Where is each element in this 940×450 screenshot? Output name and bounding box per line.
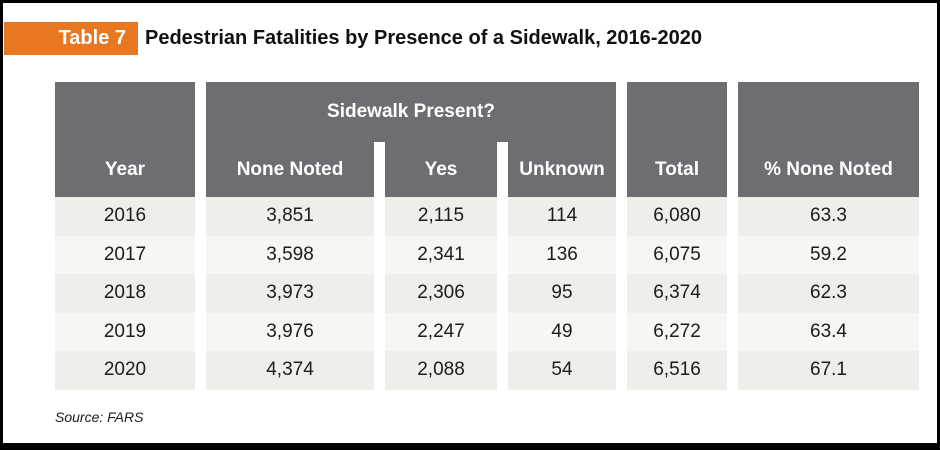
cell-2016-year: 2016 (55, 197, 195, 236)
cell-2017-year: 2017 (55, 235, 195, 274)
cell-2019-none-noted: 3,976 (206, 312, 374, 351)
cell-2019-year: 2019 (55, 312, 195, 351)
column-header-pct-none-noted: % None Noted (738, 142, 919, 197)
cell-2017-total: 6,075 (627, 235, 727, 274)
table-title: Pedestrian Fatalities by Presence of a S… (145, 27, 702, 49)
source-note: Source: FARS (55, 409, 144, 425)
cell-2017-unknown: 136 (508, 235, 616, 274)
cell-2020-year: 2020 (55, 351, 195, 390)
cell-2019-total: 6,272 (627, 312, 727, 351)
table-number-badge: Table 7 (4, 22, 138, 55)
cell-2016-total: 6,080 (627, 197, 727, 236)
cell-2019-pct-none-noted: 63.4 (738, 312, 919, 351)
cell-2016-yes: 2,115 (385, 197, 497, 236)
cell-2018-year: 2018 (55, 274, 195, 313)
cell-2017-yes: 2,341 (385, 235, 497, 274)
header-group-sidewalk-present: Sidewalk Present? (206, 82, 616, 142)
cell-2020-total: 6,516 (627, 351, 727, 390)
cell-2016-unknown: 114 (508, 197, 616, 236)
column-header-total: Total (627, 142, 727, 197)
cell-2018-total: 6,374 (627, 274, 727, 313)
cell-2020-yes: 2,088 (385, 351, 497, 390)
cell-2017-none-noted: 3,598 (206, 235, 374, 274)
cell-2020-pct-none-noted: 67.1 (738, 351, 919, 390)
cell-2017-pct-none-noted: 59.2 (738, 235, 919, 274)
cell-2016-pct-none-noted: 63.3 (738, 197, 919, 236)
cell-2016-none-noted: 3,851 (206, 197, 374, 236)
cell-2018-none-noted: 3,973 (206, 274, 374, 313)
cell-2018-yes: 2,306 (385, 274, 497, 313)
fatalities-table: Sidewalk Present? Year None Noted Yes Un… (55, 82, 919, 390)
cell-2019-yes: 2,247 (385, 312, 497, 351)
cell-2020-none-noted: 4,374 (206, 351, 374, 390)
header-year-block-top (55, 82, 195, 142)
header-pct-block-top (738, 82, 919, 142)
column-header-yes: Yes (385, 142, 497, 197)
column-header-none-noted: None Noted (206, 142, 374, 197)
header-total-block-top (627, 82, 727, 142)
cell-2018-unknown: 95 (508, 274, 616, 313)
cell-2020-unknown: 54 (508, 351, 616, 390)
cell-2018-pct-none-noted: 62.3 (738, 274, 919, 313)
column-header-unknown: Unknown (508, 142, 616, 197)
cell-2019-unknown: 49 (508, 312, 616, 351)
column-header-year: Year (55, 142, 195, 197)
